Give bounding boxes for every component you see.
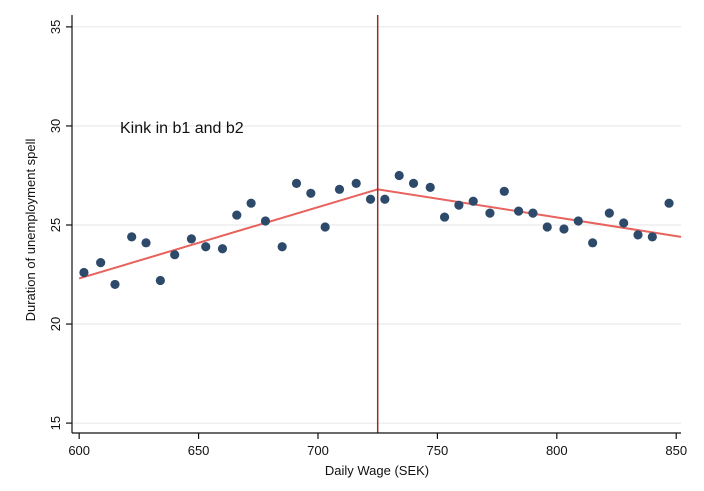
data-point xyxy=(619,218,629,228)
axes xyxy=(71,15,681,434)
y-tick-label: 15 xyxy=(48,416,63,430)
data-point xyxy=(604,208,614,218)
x-tick-label: 700 xyxy=(307,443,329,458)
data-point xyxy=(380,194,390,204)
data-point xyxy=(454,200,464,210)
data-point xyxy=(232,210,242,220)
data-point xyxy=(141,238,151,248)
data-point xyxy=(110,279,120,290)
data-point xyxy=(277,242,287,252)
kink-annotation: Kink in b1 and b2 xyxy=(120,120,244,137)
data-point xyxy=(633,230,643,240)
data-point xyxy=(155,275,165,286)
data-point xyxy=(334,184,345,194)
data-points xyxy=(79,170,674,290)
x-axis-label: Daily Wage (SEK) xyxy=(325,463,429,478)
y-tick-label: 20 xyxy=(48,317,63,331)
x-tick-label: 600 xyxy=(68,443,90,458)
fit-line xyxy=(78,188,378,280)
data-point xyxy=(246,198,256,208)
data-point xyxy=(201,242,211,252)
data-point xyxy=(664,198,674,208)
data-point xyxy=(170,250,180,260)
data-point xyxy=(647,232,657,242)
data-point xyxy=(320,222,330,232)
data-point xyxy=(306,188,316,198)
x-tick-label: 800 xyxy=(546,443,568,458)
y-tick-label: 30 xyxy=(48,119,63,133)
data-point xyxy=(485,208,495,218)
y-tick-label: 25 xyxy=(48,218,63,232)
y-axis-label: Duration of unemployment spell xyxy=(23,138,38,321)
data-point xyxy=(468,196,478,206)
data-point xyxy=(260,216,271,226)
data-point xyxy=(425,182,435,192)
data-point xyxy=(79,267,89,278)
x-tick-label: 750 xyxy=(427,443,449,458)
data-point xyxy=(186,234,197,244)
data-point xyxy=(127,232,137,242)
data-point xyxy=(96,258,106,268)
data-point xyxy=(394,170,404,181)
data-point xyxy=(351,178,361,188)
data-point xyxy=(588,238,598,248)
data-point xyxy=(439,212,450,222)
y-tick-label: 35 xyxy=(48,20,63,34)
data-point xyxy=(291,178,302,188)
data-point xyxy=(499,186,509,196)
data-point xyxy=(559,224,569,234)
ticks: 600 650 700 750 800 850 15 20 25 30 35 xyxy=(48,20,687,458)
x-tick-label: 650 xyxy=(188,443,210,458)
grid-lines xyxy=(72,26,681,424)
data-point xyxy=(542,222,552,232)
data-point xyxy=(528,208,538,218)
data-point xyxy=(573,216,583,226)
x-tick-label: 850 xyxy=(665,443,687,458)
data-point xyxy=(514,206,524,216)
data-point xyxy=(217,244,228,254)
fit-lines xyxy=(78,188,682,280)
data-point xyxy=(408,178,419,188)
data-point xyxy=(365,194,376,204)
